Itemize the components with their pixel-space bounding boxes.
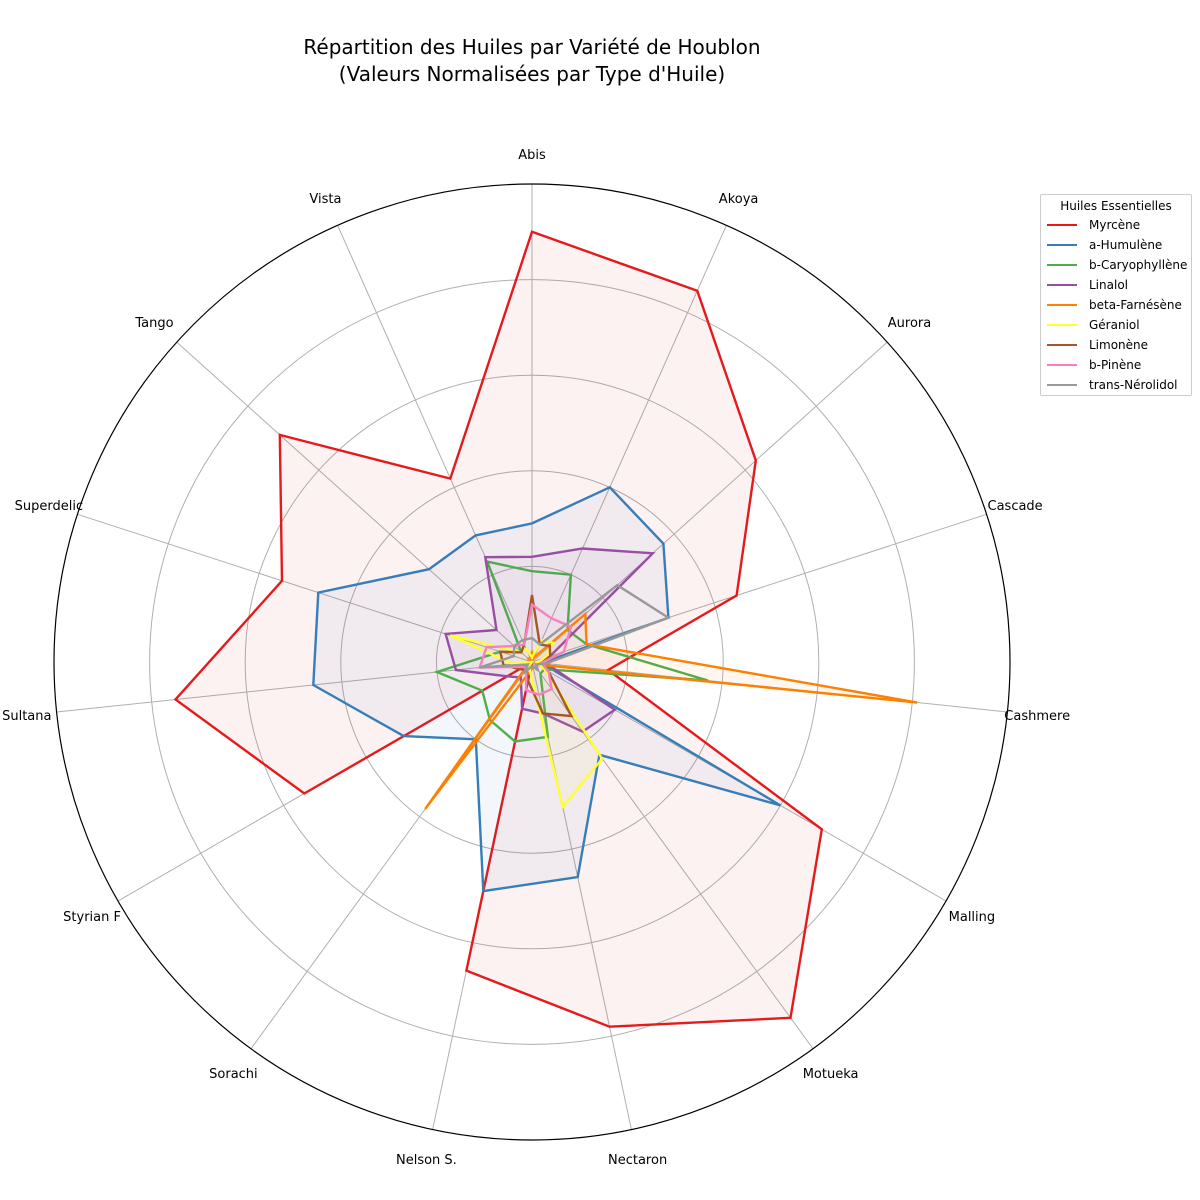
legend-label: beta-Farnésène bbox=[1089, 298, 1182, 312]
legend-label: a-Humulène bbox=[1089, 238, 1163, 252]
category-label: Sorachi bbox=[209, 1067, 258, 1082]
category-label: Sultana bbox=[2, 709, 51, 724]
category-label: Aurora bbox=[888, 316, 931, 331]
legend-item: trans-Nérolidol bbox=[1041, 375, 1191, 395]
category-label: Nelson S. bbox=[396, 1153, 457, 1168]
grid-spoke bbox=[56, 661, 533, 713]
legend-swatch bbox=[1047, 284, 1077, 286]
legend-swatch bbox=[1047, 384, 1077, 386]
legend-item: Géraniol bbox=[1041, 315, 1191, 335]
series-b-pinene bbox=[478, 602, 573, 696]
category-label: Tango bbox=[134, 316, 173, 331]
category-label: Cashmere bbox=[1004, 709, 1070, 724]
legend-item: b-Pinène bbox=[1041, 355, 1191, 375]
category-label: Nectaron bbox=[608, 1153, 667, 1168]
legend-label: trans-Nérolidol bbox=[1089, 378, 1178, 392]
legend-item: Linalol bbox=[1041, 275, 1191, 295]
grid-spoke bbox=[531, 225, 727, 663]
legend-item: b-Caryophyllène bbox=[1041, 255, 1191, 275]
legend-title: Huiles Essentielles bbox=[1060, 199, 1172, 213]
legend-swatch bbox=[1047, 304, 1077, 306]
grid-spoke bbox=[176, 341, 533, 663]
chart-subtitle: (Valeurs Normalisées par Type d'Huile) bbox=[338, 62, 726, 86]
series-trans-nerolidol bbox=[479, 583, 672, 675]
legend-swatch bbox=[1047, 244, 1077, 246]
series-myrcene bbox=[173, 230, 824, 1028]
category-label: Motueka bbox=[803, 1067, 859, 1082]
series-linalol bbox=[444, 547, 656, 733]
chart-title: Répartition des Huiles par Variété de Ho… bbox=[303, 35, 761, 59]
legend-item: a-Humulène bbox=[1041, 235, 1191, 255]
grid-spoke bbox=[531, 661, 814, 1050]
chart-title-block: Répartition des Huiles par Variété de Ho… bbox=[0, 34, 1064, 88]
legend-label: Myrcène bbox=[1089, 218, 1141, 232]
legend-label: b-Pinène bbox=[1089, 358, 1142, 372]
category-label: Cascade bbox=[988, 499, 1043, 514]
legend-label: Linalol bbox=[1089, 278, 1128, 292]
category-label: Vista bbox=[309, 192, 341, 207]
category-label: Styrian F bbox=[63, 910, 121, 925]
legend-swatch bbox=[1047, 264, 1077, 266]
legend-swatch bbox=[1047, 324, 1077, 326]
legend-item: Limonène bbox=[1041, 335, 1191, 355]
grid-spoke bbox=[337, 225, 533, 663]
legend-swatch bbox=[1047, 344, 1077, 346]
legend-label: Géraniol bbox=[1089, 318, 1140, 332]
legend-item: Myrcène bbox=[1041, 215, 1191, 235]
legend-label: Limonène bbox=[1089, 338, 1149, 352]
radar-series bbox=[173, 230, 918, 1028]
category-label: Abis bbox=[518, 148, 546, 163]
legend-items: Myrcène a-Humulène b-Caryophyllène Linalol b… bbox=[1041, 215, 1191, 395]
radar-outer-frame bbox=[53, 183, 1011, 1141]
legend-item: beta-Farnésène bbox=[1041, 295, 1191, 315]
series-limonene bbox=[498, 594, 574, 718]
grid-spoke bbox=[531, 661, 632, 1130]
series-a-humulene bbox=[312, 485, 782, 893]
grid-spoke bbox=[531, 513, 987, 663]
grid-spoke bbox=[531, 341, 888, 663]
legend: Huiles Essentielles Myrcène a-Humulène b-C… bbox=[1040, 194, 1192, 396]
legend-swatch bbox=[1047, 364, 1077, 366]
category-label: Akoya bbox=[719, 192, 759, 207]
category-label: Malling bbox=[949, 910, 996, 925]
legend-swatch bbox=[1047, 224, 1077, 226]
category-labels: Abis Akoya Aurora Cascade Cashmere Malling Mot… bbox=[2, 148, 1070, 1168]
legend-label: b-Caryophyllène bbox=[1089, 258, 1188, 272]
category-label: Superdelic bbox=[15, 499, 83, 514]
